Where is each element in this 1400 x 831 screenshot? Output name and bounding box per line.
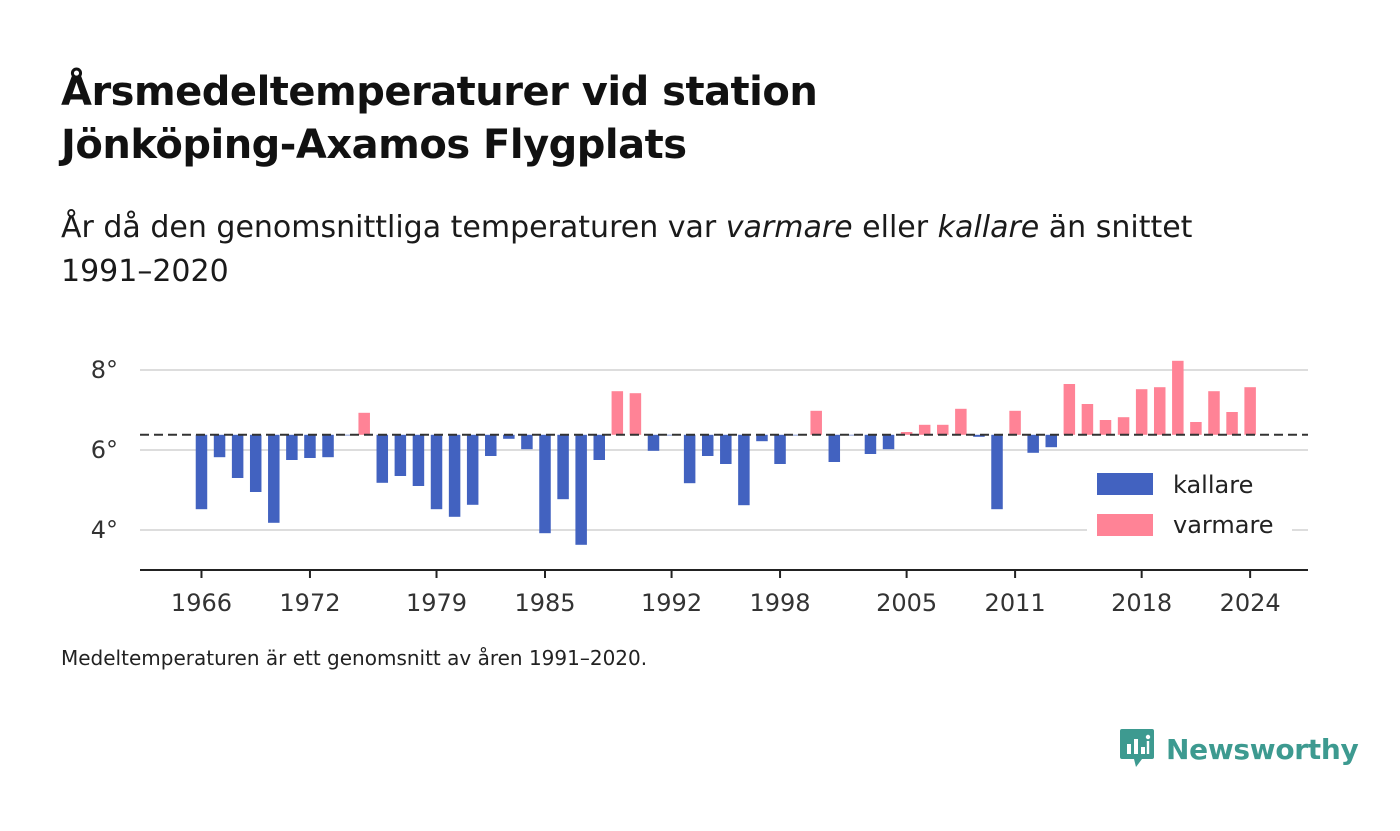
- bar-1978: [412, 434, 425, 486]
- bar-2020: [1172, 360, 1184, 435]
- bar-2004: [882, 434, 895, 450]
- bar-2002: [846, 434, 859, 436]
- legend-label-varmare: varmare: [1173, 511, 1274, 539]
- bar-chart: 4°6°8° kallare varmare 1966 1972 1979 1985 1…: [91, 356, 1308, 617]
- bar-1998: [774, 434, 786, 464]
- bar-1993: [683, 434, 696, 484]
- bar-1982: [485, 434, 497, 456]
- bar-2021: [1190, 422, 1202, 435]
- bar-2011: [1009, 410, 1021, 435]
- bar-2016: [1099, 420, 1112, 435]
- bar-1967: [213, 434, 226, 458]
- bar-1985: [539, 434, 551, 534]
- bar-1990: [629, 393, 642, 435]
- bar-2017: [1117, 417, 1130, 435]
- y-tick-label-6: 6°: [91, 436, 118, 464]
- y-tick-label-4: 4°: [91, 516, 118, 544]
- subtitle-line-1: År då den genomsnittliga temperaturen va…: [61, 210, 1193, 245]
- bar-1988: [593, 434, 605, 460]
- bar-2007: [937, 424, 949, 435]
- bar-2022: [1208, 391, 1220, 435]
- newsworthy-brand: Newsworthy: [1118, 727, 1359, 771]
- bar-2008: [955, 408, 967, 435]
- bar-2005: [900, 432, 913, 435]
- x-tick-label-1972: 1972: [279, 589, 340, 617]
- bar-1994: [701, 434, 714, 456]
- chart-subtitle: År då den genomsnittliga temperaturen va…: [61, 206, 1311, 294]
- newsworthy-logo-icon: [1120, 729, 1154, 767]
- bar-2013: [1045, 434, 1058, 448]
- bar-1970: [268, 434, 280, 523]
- x-tick-label-1985: 1985: [514, 589, 575, 617]
- bar-2001: [828, 434, 841, 462]
- bar-1987: [575, 434, 587, 545]
- bar-2024: [1244, 387, 1256, 435]
- bars: [195, 360, 1256, 545]
- bar-1986: [557, 434, 569, 500]
- bar-1977: [394, 434, 407, 476]
- bar-2012: [1027, 434, 1039, 453]
- bar-2000: [810, 410, 822, 435]
- x-tick-label-2011: 2011: [985, 589, 1046, 617]
- bar-2019: [1153, 387, 1166, 435]
- x-tick-label-1979: 1979: [406, 589, 467, 617]
- x-tick-label-2005: 2005: [876, 589, 937, 617]
- bar-1983: [503, 434, 515, 439]
- bar-1980: [448, 434, 461, 517]
- bar-2014: [1063, 384, 1076, 435]
- bar-1966: [195, 434, 208, 510]
- x-tick-label-1998: 1998: [750, 589, 811, 617]
- bar-2023: [1226, 412, 1238, 435]
- bar-1996: [738, 434, 750, 506]
- bar-1984: [521, 434, 533, 450]
- bar-2018: [1135, 389, 1148, 435]
- chart-title: Årsmedeltemperaturer vid station Jönköpi…: [61, 66, 1161, 172]
- x-tick-label-1992: 1992: [641, 589, 702, 617]
- y-tick-label-8: 8°: [91, 356, 118, 384]
- bar-1974: [340, 434, 352, 436]
- bar-1997: [756, 434, 768, 442]
- brand-name: Newsworthy: [1166, 732, 1359, 766]
- y-tick-labels: 4° 6° 8°: [91, 356, 118, 544]
- bar-1995: [720, 434, 732, 464]
- bar-1981: [466, 434, 479, 505]
- legend-label-kallare: kallare: [1173, 471, 1253, 499]
- legend-swatch-kallare: [1097, 473, 1153, 495]
- bar-1991: [647, 434, 660, 451]
- bar-2003: [864, 434, 877, 454]
- title-line-2: Jönköping-Axamos Flygplats: [61, 122, 687, 168]
- footnote: Medeltemperaturen är ett genomsnitt av å…: [61, 646, 648, 670]
- x-axis-ticks: 1966 1972 1979 1985 1992 1998 2005 2011 2018 2024: [171, 570, 1281, 617]
- bar-1972: [304, 434, 316, 458]
- x-tick-label-2018: 2018: [1111, 589, 1172, 617]
- legend-swatch-varmare: [1097, 514, 1153, 536]
- bar-2006: [918, 424, 931, 435]
- bar-2009: [973, 434, 985, 437]
- bar-1979: [430, 434, 443, 510]
- bar-1973: [322, 434, 334, 458]
- x-tick-label-2024: 2024: [1220, 589, 1281, 617]
- bar-2010: [991, 434, 1003, 510]
- bar-1992: [665, 434, 678, 436]
- bar-1989: [611, 391, 624, 435]
- bar-1975: [358, 412, 370, 435]
- bar-2015: [1081, 404, 1094, 435]
- bar-1971: [286, 434, 298, 460]
- legend: kallare varmare: [1087, 463, 1292, 545]
- bar-1968: [231, 434, 244, 478]
- bar-1976: [376, 434, 389, 483]
- x-tick-label-1966: 1966: [171, 589, 232, 617]
- title-line-1: Årsmedeltemperaturer vid station: [61, 69, 818, 115]
- subtitle-line-2: 1991–2020: [61, 254, 229, 289]
- bar-1969: [249, 434, 262, 492]
